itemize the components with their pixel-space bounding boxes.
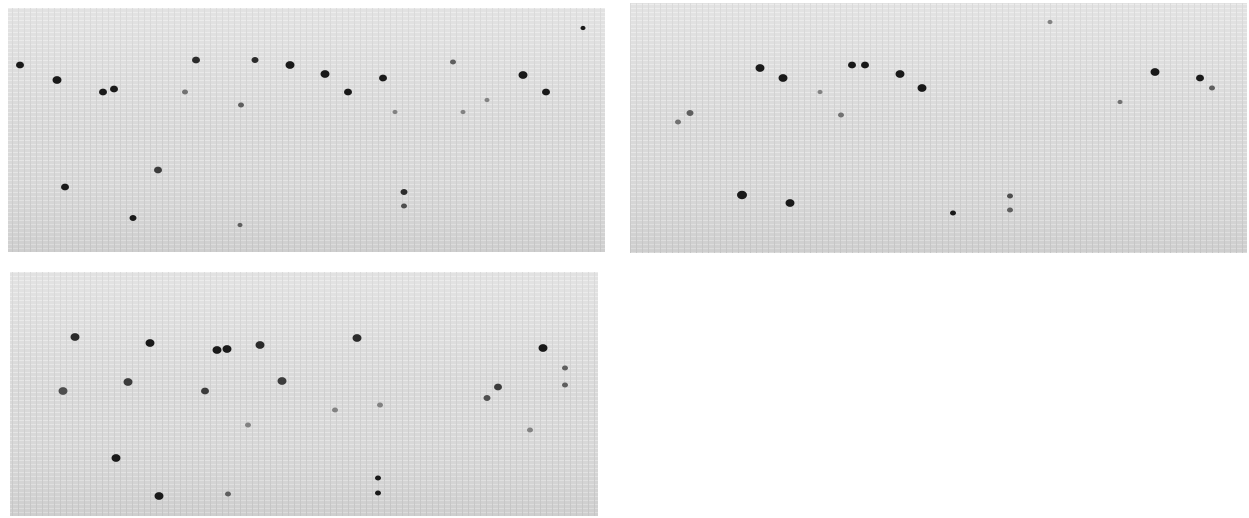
spot: [332, 407, 338, 412]
spot: [278, 377, 287, 385]
spot: [1209, 85, 1215, 90]
spot: [1151, 68, 1160, 76]
spot: [861, 62, 869, 69]
spot: [1007, 193, 1013, 198]
spot: [581, 26, 586, 30]
spot: [238, 223, 243, 227]
spot: [192, 57, 200, 64]
spot: [1118, 100, 1123, 104]
spot: [848, 62, 856, 69]
spot: [401, 189, 408, 195]
spot: [201, 388, 209, 395]
panel-1: [8, 8, 605, 252]
spot: [950, 210, 956, 215]
spot: [225, 491, 231, 496]
spot: [353, 334, 362, 342]
spot: [818, 90, 823, 94]
spot: [461, 110, 466, 114]
spot: [484, 395, 491, 401]
spot: [1007, 207, 1013, 212]
panel-2: [630, 3, 1247, 253]
spot: [401, 203, 407, 208]
spot: [377, 402, 383, 407]
spot: [779, 74, 788, 82]
spot: [252, 57, 259, 63]
blot-figure: [0, 0, 1249, 518]
panel-3: [10, 272, 598, 516]
spot: [245, 422, 251, 427]
spot: [494, 384, 502, 391]
spot: [527, 427, 533, 432]
spot: [542, 89, 550, 96]
spot: [539, 344, 548, 352]
spot: [1048, 20, 1053, 24]
spot: [238, 102, 244, 107]
spot: [71, 333, 80, 341]
spot: [786, 199, 795, 207]
spot: [16, 62, 24, 69]
spot: [182, 89, 188, 94]
spot: [110, 86, 118, 93]
spot: [379, 75, 387, 82]
spot: [154, 167, 162, 174]
spot: [393, 110, 398, 114]
spot: [53, 76, 62, 84]
spot: [61, 184, 69, 191]
spot: [838, 112, 844, 117]
spot: [519, 71, 528, 79]
spot: [155, 492, 164, 500]
spot: [223, 345, 232, 353]
spot: [375, 475, 381, 480]
spot: [737, 191, 747, 200]
spot: [675, 119, 681, 124]
spot: [1196, 75, 1204, 82]
spot: [485, 98, 490, 102]
spot: [124, 378, 133, 386]
spot: [213, 346, 222, 354]
spot: [687, 110, 694, 116]
spot: [562, 382, 568, 387]
spot: [450, 59, 456, 64]
spot: [130, 215, 137, 221]
spot: [59, 387, 68, 395]
spot: [112, 454, 121, 462]
spot: [321, 70, 330, 78]
spot: [375, 490, 381, 495]
spot: [918, 84, 927, 92]
spot: [756, 64, 765, 72]
spot: [896, 70, 905, 78]
spot: [344, 89, 352, 96]
spot: [286, 61, 295, 69]
spot: [99, 89, 107, 96]
spot: [146, 339, 155, 347]
spot: [256, 341, 265, 349]
spot: [562, 365, 568, 370]
